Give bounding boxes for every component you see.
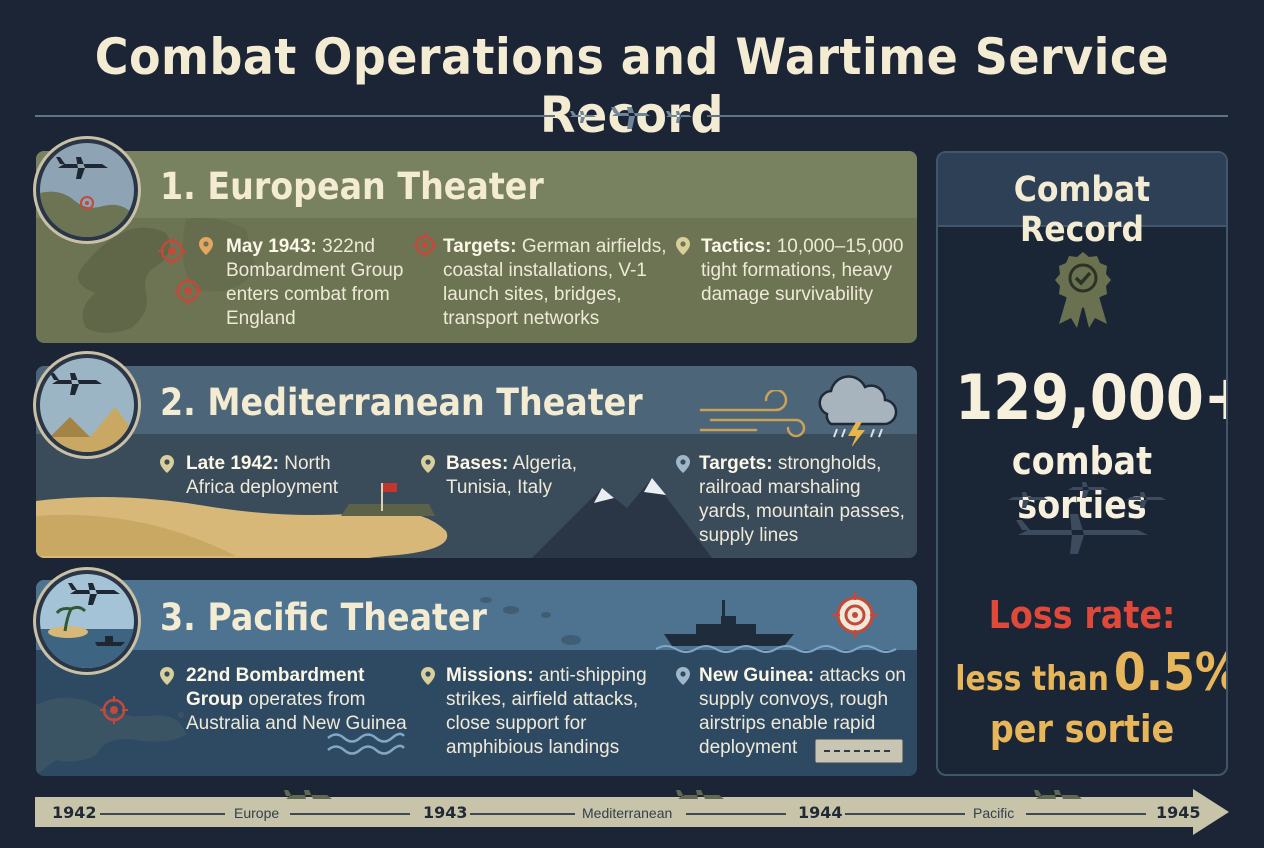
page-title: Combat Operations and Wartime Service Re… <box>94 28 1170 144</box>
item-text: German airfields, coastal installations,… <box>443 236 667 329</box>
crosshair-target-icon <box>158 237 186 265</box>
crosshair-target-icon <box>100 696 128 724</box>
timeline-connector <box>686 813 786 815</box>
crosshair-target-icon <box>832 592 878 638</box>
combat-record-title: Combat Record <box>1013 170 1151 250</box>
plane-formation-icon <box>570 107 692 129</box>
item-label: Missions: <box>446 665 534 686</box>
item-text: North Africa deployment <box>186 453 339 498</box>
storm-cloud-icon <box>818 375 898 446</box>
mediterranean-medallion <box>36 354 138 456</box>
airstrip-icon <box>814 738 904 764</box>
item-label: Bases: <box>446 453 509 474</box>
item-text: anti-shipping strikes, airfield attacks,… <box>446 665 647 758</box>
item-label: May 1943: <box>226 236 317 257</box>
timeline-year: 1945 <box>1156 803 1201 822</box>
crosshair-target-icon <box>174 277 202 305</box>
item-text: 10,000–15,000 tight formations, heavy da… <box>701 236 904 305</box>
timeline-connector <box>845 813 965 815</box>
loss-rate-line: less than 0.5% <box>955 643 1226 703</box>
european-item-3: Tactics: 10,000–15,000 tight formations,… <box>701 235 906 307</box>
map-pin-icon <box>676 237 690 255</box>
item-label: Targets: <box>699 453 773 474</box>
pacific-item-1: 22nd Bombardment Group operates from Aus… <box>186 664 416 736</box>
item-text: operates from Australia and New Guinea <box>186 689 407 734</box>
sorties-label: combat sorties <box>1011 439 1153 527</box>
pacific-item-3: New Guinea: attacks on supply convoys, r… <box>699 664 909 760</box>
bomber-over-map-illustration <box>40 157 134 237</box>
timeline-arrow-head-icon <box>1193 789 1229 835</box>
timeline-segment-label: Europe <box>234 805 280 821</box>
pacific-item-2: Missions: anti-shipping strikes, airfiel… <box>446 664 656 760</box>
timeline-year: 1943 <box>423 803 468 822</box>
mediterranean-item-2: Bases: Algeria, Tunisia, Italy <box>446 452 606 500</box>
european-theater-panel: 1. European Theater May 1943: 322nd Bomb… <box>36 151 917 343</box>
mediterranean-item-1: Late 1942: North Africa deployment <box>186 452 376 500</box>
sorties-value: 129,000+ <box>955 361 1228 434</box>
item-label: Late 1942: <box>186 453 279 474</box>
waves-icon <box>327 732 405 755</box>
loss-prefix: less than <box>955 659 1109 699</box>
item-text: 322nd Bombardment Group enters combat fr… <box>226 236 404 329</box>
plane-icon <box>1034 790 1082 799</box>
item-label: New Guinea: <box>699 665 815 686</box>
europe-map-illustration <box>78 217 256 333</box>
european-theater-title: 1. European Theater <box>160 165 544 208</box>
item-label: Tactics: <box>701 236 772 257</box>
map-pin-icon <box>421 455 435 473</box>
map-pin-icon <box>676 455 690 473</box>
desert-coast-illustration <box>36 478 712 558</box>
timeline-connector <box>1026 813 1146 815</box>
timeline-connector <box>100 813 225 815</box>
mediterranean-item-3: Targets: strongholds, railroad marshalin… <box>699 452 914 548</box>
timeline-year: 1944 <box>798 803 843 822</box>
plane-icon <box>676 790 724 799</box>
warship-icon <box>656 600 897 653</box>
islands-illustration <box>480 597 581 645</box>
crosshair-target-icon <box>413 233 437 257</box>
european-item-2: Targets: German airfields, coastal insta… <box>443 235 668 331</box>
combat-record-panel: Combat Record 129,000+ combat sorties Lo… <box>936 151 1228 776</box>
map-pin-icon <box>160 455 174 473</box>
plane-icon <box>284 790 332 799</box>
european-item-1: May 1943: 322nd Bombardment Group enters… <box>226 235 426 331</box>
wind-icon <box>699 390 806 438</box>
bomber-formation-icon <box>1008 482 1166 554</box>
mediterranean-theater-panel: 2. Mediterranean Theater Late 1942: Nort… <box>36 366 917 558</box>
item-text: strongholds, railroad marshaling yards, … <box>699 453 905 546</box>
pacific-theater-title: 3. Pacific Theater <box>160 596 487 639</box>
item-text: attacks on supply convoys, rough airstri… <box>699 665 906 758</box>
pacific-theater-panel: 3. Pacific Theater 22nd Bombardment Grou… <box>36 580 917 776</box>
item-label: Targets: <box>443 236 517 257</box>
bomber-over-island-illustration <box>40 583 134 668</box>
mediterranean-theater-title: 2. Mediterranean Theater <box>160 381 643 424</box>
timeline-connector <box>470 813 575 815</box>
title-divider-right <box>707 115 1228 117</box>
timeline-year: 1942 <box>52 803 97 822</box>
new-guinea-map-illustration <box>36 697 194 775</box>
map-pin-icon <box>676 667 690 685</box>
loss-rate-heading: Loss rate: <box>988 593 1176 637</box>
timeline-segment-label: Pacific <box>973 805 1015 821</box>
bomber-over-desert-illustration <box>40 373 134 452</box>
timeline-segment-label: Mediterranean <box>582 805 673 821</box>
item-label: 22nd Bombardment Group <box>186 665 365 710</box>
map-pin-icon <box>160 667 174 685</box>
item-text: Algeria, Tunisia, Italy <box>446 453 577 498</box>
timeline-connector <box>290 813 410 815</box>
title-divider-left <box>35 115 555 117</box>
award-badge-icon <box>1055 252 1111 328</box>
map-pin-icon <box>421 667 435 685</box>
map-pin-icon <box>199 237 213 255</box>
loss-value: 0.5% <box>1113 643 1226 703</box>
pacific-medallion <box>36 570 138 672</box>
europe-medallion <box>36 139 138 241</box>
timeline-bar <box>35 797 1195 827</box>
loss-suffix: per sortie <box>989 707 1175 751</box>
